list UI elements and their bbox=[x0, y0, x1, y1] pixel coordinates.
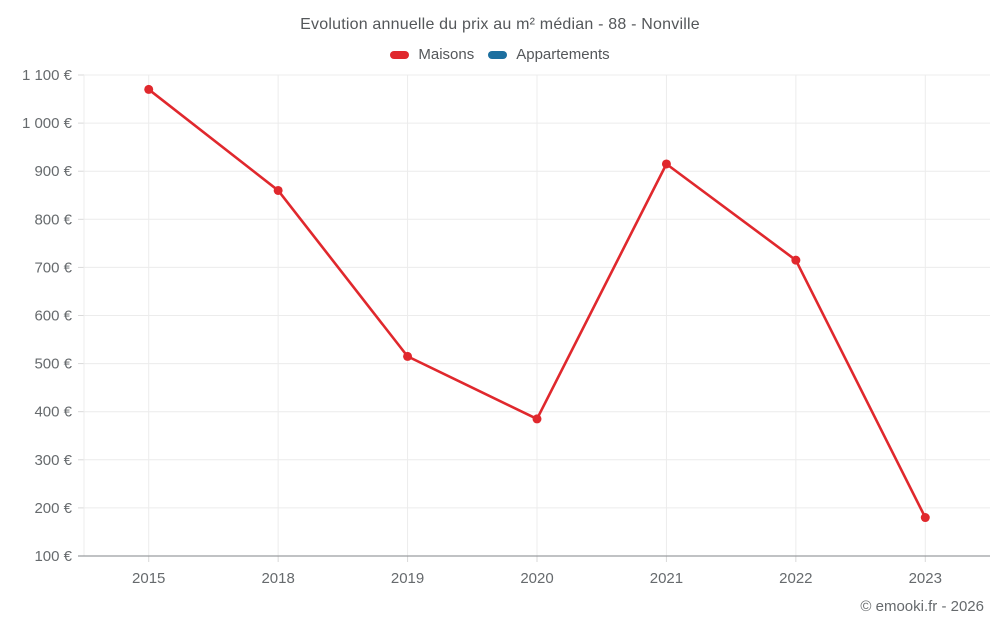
chart-legend: Maisons Appartements bbox=[0, 46, 1000, 63]
maisons-legend-swatch-icon bbox=[390, 50, 410, 59]
x-tick-label: 2023 bbox=[909, 570, 942, 587]
data-point-maisons[interactable] bbox=[532, 414, 542, 424]
x-tick-label: 2018 bbox=[261, 570, 294, 587]
x-tick-label: 2015 bbox=[132, 570, 165, 587]
data-point-maisons[interactable] bbox=[791, 255, 801, 265]
y-tick-label: 200 € bbox=[34, 500, 72, 517]
y-tick-label: 100 € bbox=[34, 548, 72, 565]
data-point-maisons[interactable] bbox=[661, 159, 671, 169]
footer-credit: © emooki.fr - 2026 bbox=[860, 598, 984, 615]
y-tick-label: 800 € bbox=[34, 211, 72, 228]
y-tick-label: 300 € bbox=[34, 452, 72, 469]
x-tick-label: 2021 bbox=[650, 570, 683, 587]
y-tick-label: 900 € bbox=[34, 163, 72, 180]
y-tick-label: 1 000 € bbox=[22, 115, 73, 132]
y-tick-label: 600 € bbox=[34, 308, 72, 325]
x-tick-label: 2022 bbox=[779, 570, 812, 587]
data-point-maisons[interactable] bbox=[144, 84, 154, 94]
y-tick-label: 500 € bbox=[34, 356, 72, 373]
data-point-maisons[interactable] bbox=[273, 185, 283, 195]
legend-item-maisons[interactable]: Maisons bbox=[390, 46, 474, 63]
legend-label-appartements: Appartements bbox=[516, 46, 610, 63]
legend-label-maisons: Maisons bbox=[418, 46, 475, 63]
appartements-legend-swatch-icon bbox=[488, 50, 508, 59]
x-tick-label: 2020 bbox=[520, 570, 553, 587]
legend-item-appartements[interactable]: Appartements bbox=[488, 46, 610, 63]
y-tick-label: 700 € bbox=[34, 259, 72, 276]
y-tick-label: 1 100 € bbox=[22, 67, 73, 84]
data-point-maisons[interactable] bbox=[920, 513, 930, 523]
y-tick-label: 400 € bbox=[34, 404, 72, 421]
x-tick-label: 2019 bbox=[391, 570, 424, 587]
data-point-maisons[interactable] bbox=[403, 351, 413, 361]
chart-title: Evolution annuelle du prix au m² médian … bbox=[300, 16, 700, 33]
